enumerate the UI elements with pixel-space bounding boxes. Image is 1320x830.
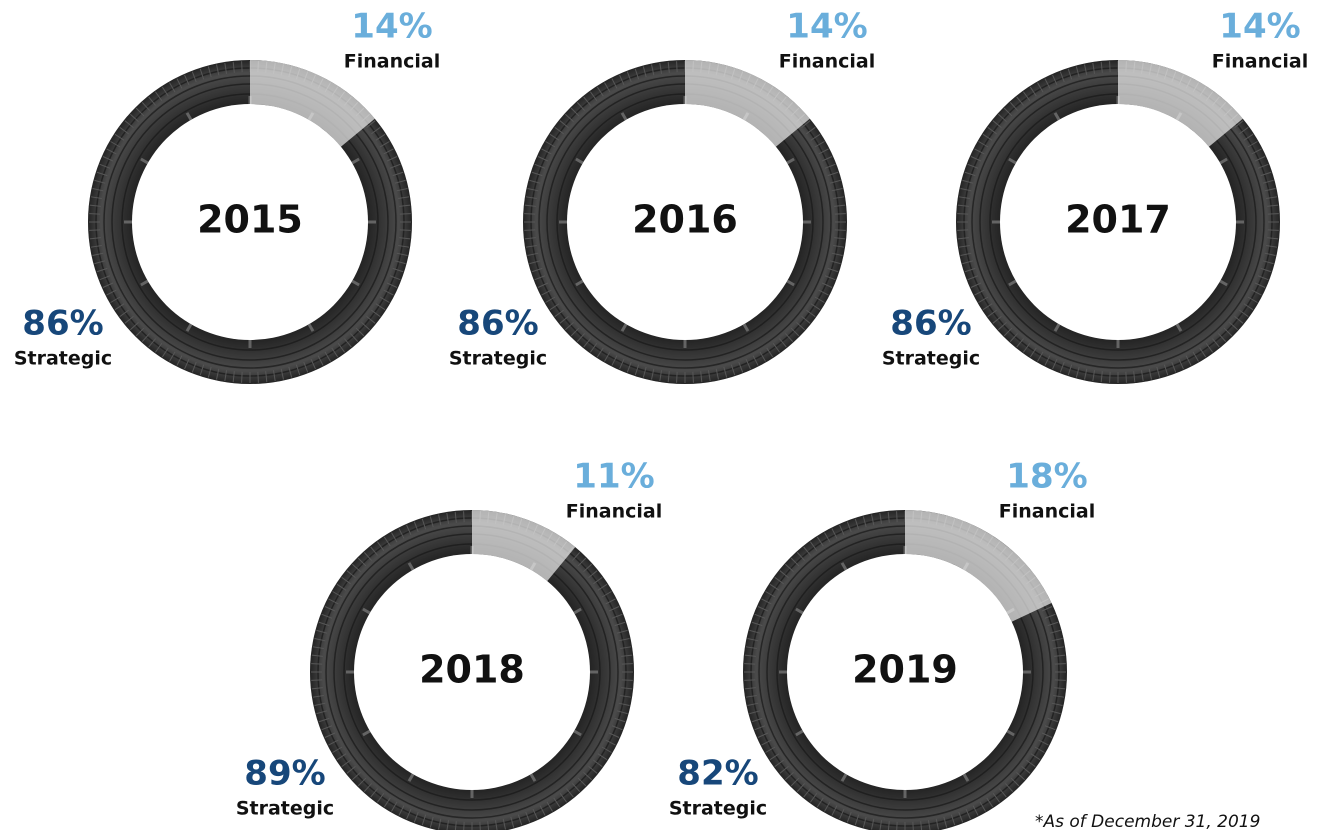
category-label: Financial bbox=[779, 51, 875, 73]
year-label: 2016 bbox=[632, 198, 738, 242]
donut-chart: 2015 14% Financial 86% Strategic bbox=[14, 7, 440, 385]
value-label: 82% bbox=[677, 754, 758, 794]
category-label: Financial bbox=[1212, 51, 1308, 73]
category-label: Strategic bbox=[882, 348, 980, 370]
category-label: Financial bbox=[344, 51, 440, 73]
category-label: Strategic bbox=[449, 348, 547, 370]
year-label: 2015 bbox=[197, 198, 303, 242]
value-label: 86% bbox=[457, 304, 538, 344]
donut-chart: 2018 11% Financial 89% Strategic bbox=[236, 457, 662, 830]
value-label: 14% bbox=[1219, 7, 1300, 47]
value-label: 86% bbox=[890, 304, 971, 344]
category-label: Strategic bbox=[236, 798, 334, 820]
donut-chart: 2017 14% Financial 86% Strategic bbox=[882, 7, 1308, 385]
category-label: Financial bbox=[999, 501, 1095, 523]
value-label: 11% bbox=[573, 457, 654, 497]
donut-chart: 2016 14% Financial 86% Strategic bbox=[449, 7, 875, 385]
year-label: 2017 bbox=[1065, 198, 1171, 242]
value-label: 89% bbox=[244, 754, 325, 794]
value-label: 14% bbox=[786, 7, 867, 47]
footnote: *As of December 31, 2019 bbox=[1035, 812, 1260, 830]
value-label: 14% bbox=[351, 7, 432, 47]
category-label: Strategic bbox=[669, 798, 767, 820]
category-label: Strategic bbox=[14, 348, 112, 370]
category-label: Financial bbox=[566, 501, 662, 523]
year-label: 2019 bbox=[852, 648, 958, 692]
year-label: 2018 bbox=[419, 648, 525, 692]
value-label: 86% bbox=[22, 304, 103, 344]
page: *As of December 31, 2019 2015 14% Financia… bbox=[0, 0, 1320, 830]
value-label: 18% bbox=[1006, 457, 1087, 497]
donut-chart: 2019 18% Financial 82% Strategic bbox=[669, 457, 1095, 830]
